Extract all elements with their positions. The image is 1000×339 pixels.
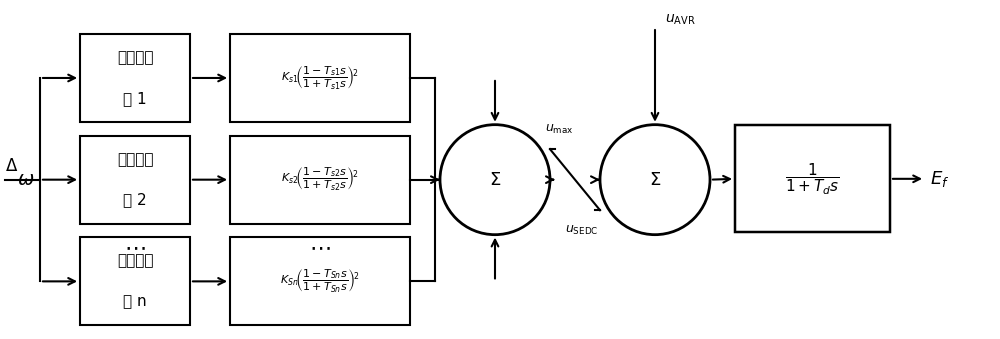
Text: $\dfrac{1}{1+T_d s}$: $\dfrac{1}{1+T_d s}$ (785, 161, 840, 197)
Bar (80, 34, 190, 122)
Text: $\omega$: $\omega$ (17, 170, 34, 189)
Text: $K_{s2}\!\left(\dfrac{1-T_{s2}s}{1+T_{s2}s}\right)^{\!2}$: $K_{s2}\!\left(\dfrac{1-T_{s2}s}{1+T_{s2… (281, 166, 359, 193)
Text: $E_f$: $E_f$ (930, 169, 949, 189)
Bar (735, 125, 890, 232)
Bar (80, 237, 190, 325)
Text: 器 n: 器 n (123, 294, 147, 309)
Text: 模式过滤: 模式过滤 (117, 152, 153, 167)
Text: $\Delta$: $\Delta$ (5, 157, 18, 175)
Text: 器 1: 器 1 (123, 91, 147, 106)
Text: $\Sigma$: $\Sigma$ (489, 171, 501, 189)
Text: $K_{s1}\!\left(\dfrac{1-T_{s1}s}{1+T_{s1}s}\right)^{\!2}$: $K_{s1}\!\left(\dfrac{1-T_{s1}s}{1+T_{s1… (281, 64, 359, 92)
Bar (80, 136, 190, 224)
Text: $\cdots$: $\cdots$ (124, 238, 146, 257)
Text: 器 2: 器 2 (123, 193, 147, 207)
Text: $u_{\mathrm{SEDC}}$: $u_{\mathrm{SEDC}}$ (565, 224, 598, 237)
Text: $\cdots$: $\cdots$ (309, 238, 331, 257)
Text: $K_{Sn}\!\left(\dfrac{1-T_{Sn}s}{1+T_{Sn}s}\right)^{\!2}$: $K_{Sn}\!\left(\dfrac{1-T_{Sn}s}{1+T_{Sn… (280, 268, 360, 295)
Bar (230, 136, 410, 224)
Text: 模式过滤: 模式过滤 (117, 254, 153, 268)
Text: $u_{\mathrm{max}}$: $u_{\mathrm{max}}$ (545, 122, 574, 136)
Text: $u_{\mathrm{AVR}}$: $u_{\mathrm{AVR}}$ (665, 13, 696, 27)
Bar (230, 34, 410, 122)
Text: 模式过滤: 模式过滤 (117, 50, 153, 65)
Text: $\Sigma$: $\Sigma$ (649, 171, 661, 189)
Bar (230, 237, 410, 325)
